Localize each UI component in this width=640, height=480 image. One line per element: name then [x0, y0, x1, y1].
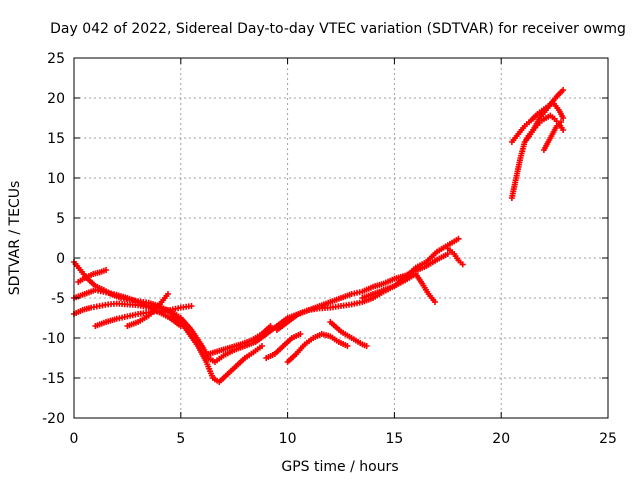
- y-tick-label: 15: [47, 131, 65, 147]
- data-point: [560, 115, 567, 121]
- data-point: [267, 323, 274, 329]
- x-tick-label: 15: [385, 431, 403, 447]
- axes: 0 5 10 15 20 25 -20 -15 -10 -5 0 5 10 15 20 25: [42, 51, 617, 447]
- data-point: [431, 299, 438, 305]
- x-tick-label: 5: [176, 431, 185, 447]
- data-point: [560, 127, 567, 133]
- y-tick-label: -5: [51, 291, 65, 307]
- data-point: [164, 291, 171, 297]
- data-point: [455, 235, 462, 242]
- y-tick-label: 10: [47, 171, 65, 187]
- y-tick-label: -15: [42, 371, 65, 387]
- plot-frame: [73, 57, 609, 419]
- data-point: [258, 343, 265, 349]
- data-point: [188, 303, 195, 309]
- y-tick-label: 20: [47, 91, 65, 107]
- data-point: [177, 323, 184, 329]
- data-point: [558, 119, 565, 125]
- y-axis-label: SDTVAR / TECUs: [7, 181, 23, 296]
- data-point: [560, 87, 567, 93]
- x-tick-label: 0: [70, 431, 79, 447]
- data-point: [297, 331, 304, 337]
- y-tick-label: 0: [56, 251, 65, 267]
- data-point: [103, 267, 110, 273]
- x-tick-label: 20: [492, 431, 510, 447]
- y-tick-label: -10: [42, 331, 65, 347]
- y-tick-label: 25: [47, 51, 65, 67]
- data-point: [459, 261, 466, 268]
- data-points: [71, 87, 567, 385]
- data-point: [363, 343, 370, 349]
- y-tick-label: 5: [56, 211, 65, 227]
- chart-title: Day 042 of 2022, Sidereal Day-to-day VTE…: [50, 21, 626, 37]
- x-tick-label: 10: [279, 431, 297, 447]
- x-axis-label: GPS time / hours: [281, 459, 398, 475]
- data-point: [344, 343, 351, 349]
- data-point: [444, 251, 451, 257]
- gridlines: [74, 58, 608, 418]
- y-tick-label: -20: [42, 411, 65, 427]
- x-tick-label: 25: [599, 431, 617, 447]
